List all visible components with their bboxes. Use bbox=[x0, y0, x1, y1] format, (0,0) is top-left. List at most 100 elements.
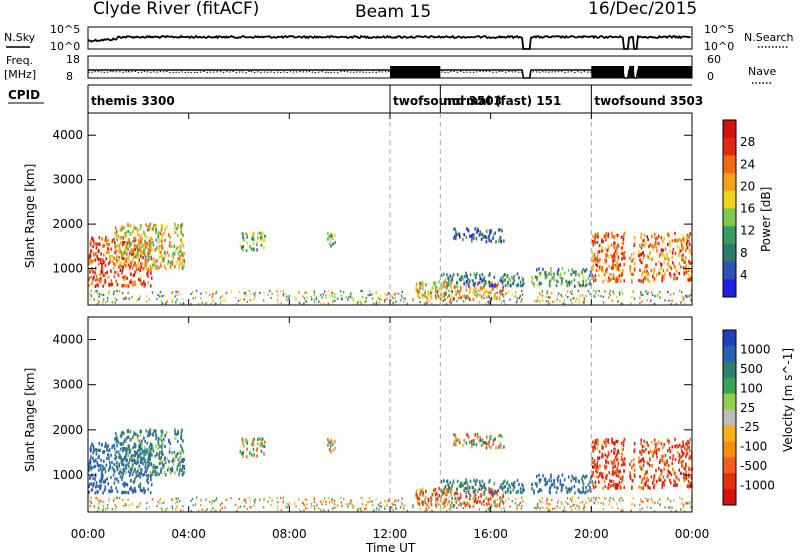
velocity-data-cell bbox=[431, 493, 434, 497]
power-data-cell bbox=[582, 268, 584, 272]
velocity-data-cell bbox=[125, 490, 127, 494]
power-data-cell bbox=[380, 298, 382, 301]
velocity-data-cell bbox=[103, 466, 106, 471]
velocity-data-cell bbox=[457, 438, 460, 442]
power-data-cell bbox=[487, 291, 490, 295]
velocity-data-cell bbox=[132, 458, 134, 462]
velocity-data-cell bbox=[160, 460, 163, 464]
velocity-data-cell bbox=[685, 501, 687, 504]
power-data-cell bbox=[119, 248, 122, 252]
power-data-cell bbox=[641, 238, 644, 243]
velocity-data-cell bbox=[98, 502, 100, 505]
power-data-cell bbox=[144, 263, 147, 267]
power-data-cell bbox=[646, 264, 648, 268]
velocity-data-cell bbox=[347, 505, 349, 508]
power-data-cell bbox=[516, 272, 519, 276]
velocity-data-cell bbox=[686, 452, 689, 456]
velocity-data-cell bbox=[594, 465, 596, 469]
power-data-cell bbox=[181, 223, 183, 227]
velocity-data-cell bbox=[571, 474, 574, 478]
velocity-data-cell bbox=[595, 441, 598, 445]
power-data-cell bbox=[138, 265, 141, 269]
power-data-cell bbox=[573, 297, 575, 300]
velocity-data-cell bbox=[438, 487, 440, 491]
velocity-data-cell bbox=[461, 482, 463, 486]
velocity-data-cell bbox=[649, 486, 651, 490]
power-data-cell bbox=[192, 297, 194, 300]
velocity-data-cell bbox=[681, 450, 684, 454]
velocity-data-cell bbox=[180, 509, 182, 512]
velocity-data-cell bbox=[254, 501, 256, 504]
power-data-cell bbox=[336, 297, 339, 300]
power-data-cell bbox=[421, 282, 424, 286]
power-data-cell bbox=[242, 233, 244, 237]
power-data-cell bbox=[608, 296, 610, 299]
power-data-cell bbox=[620, 279, 622, 283]
velocity-data-cell bbox=[678, 443, 681, 447]
power-data-cell bbox=[127, 284, 130, 288]
power-data-cell bbox=[455, 294, 458, 297]
velocity-data-cell bbox=[641, 449, 643, 453]
power-data-cell bbox=[680, 239, 682, 243]
velocity-data-cell bbox=[155, 437, 157, 441]
power-data-cell bbox=[613, 292, 615, 295]
velocity-data-cell bbox=[448, 508, 451, 511]
power-data-cell bbox=[211, 293, 214, 296]
power-data-cell bbox=[663, 237, 665, 241]
power-data-cell bbox=[138, 247, 141, 251]
velocity-data-cell bbox=[501, 435, 503, 439]
power-data-cell bbox=[552, 300, 554, 303]
velocity-data-cell bbox=[122, 446, 124, 451]
power-data-cell bbox=[434, 281, 437, 285]
velocity-data-cell bbox=[642, 457, 644, 461]
power-data-cell bbox=[602, 280, 604, 284]
power-data-cell bbox=[138, 258, 141, 262]
power-data-cell bbox=[651, 244, 653, 248]
velocity-data-cell bbox=[471, 443, 473, 447]
power-data-cell bbox=[352, 299, 354, 302]
velocity-data-cell bbox=[474, 493, 477, 497]
power-data-cell bbox=[115, 298, 118, 302]
velocity-data-cell bbox=[473, 478, 475, 482]
power-data-cell bbox=[481, 273, 484, 277]
power-data-cell bbox=[494, 231, 496, 235]
velocity-data-cell bbox=[379, 504, 381, 508]
power-data-cell bbox=[452, 272, 455, 277]
power-data-cell bbox=[506, 274, 509, 278]
velocity-data-cell bbox=[466, 433, 468, 437]
power-data-cell bbox=[489, 303, 491, 306]
velocity-data-cell bbox=[675, 509, 677, 512]
power-data-cell bbox=[295, 298, 297, 301]
power-data-cell bbox=[685, 270, 688, 274]
velocity-data-cell bbox=[467, 501, 469, 505]
velocity-data-cell bbox=[480, 492, 482, 496]
power-data-cell bbox=[450, 280, 453, 284]
power-data-cell bbox=[149, 251, 151, 255]
power-data-cell bbox=[419, 281, 421, 286]
velocity-data-cell bbox=[477, 495, 480, 499]
power-colorbar-swatch bbox=[723, 120, 736, 139]
power-data-cell bbox=[102, 258, 104, 262]
power-data-cell bbox=[561, 267, 564, 271]
velocity-data-cell bbox=[100, 458, 102, 462]
velocity-data-cell bbox=[139, 442, 142, 446]
velocity-data-cell bbox=[99, 487, 101, 491]
velocity-data-cell bbox=[474, 480, 477, 484]
power-data-cell bbox=[630, 302, 632, 305]
velocity-data-cell bbox=[156, 505, 158, 508]
velocity-scatter-data bbox=[88, 428, 694, 513]
power-data-cell bbox=[124, 249, 127, 253]
power-data-cell bbox=[592, 264, 594, 268]
power-data-cell bbox=[594, 236, 596, 240]
velocity-data-cell bbox=[616, 453, 618, 457]
velocity-data-cell bbox=[677, 444, 679, 448]
velocity-data-cell bbox=[690, 455, 692, 459]
nsky-tick-top: 10^5 bbox=[50, 23, 80, 36]
velocity-data-cell bbox=[125, 440, 127, 444]
velocity-data-cell bbox=[601, 455, 603, 459]
power-data-cell bbox=[371, 293, 373, 296]
velocity-data-cell bbox=[161, 501, 163, 504]
power-data-cell bbox=[494, 297, 497, 301]
velocity-data-cell bbox=[169, 441, 171, 445]
power-data-cell bbox=[89, 259, 92, 263]
